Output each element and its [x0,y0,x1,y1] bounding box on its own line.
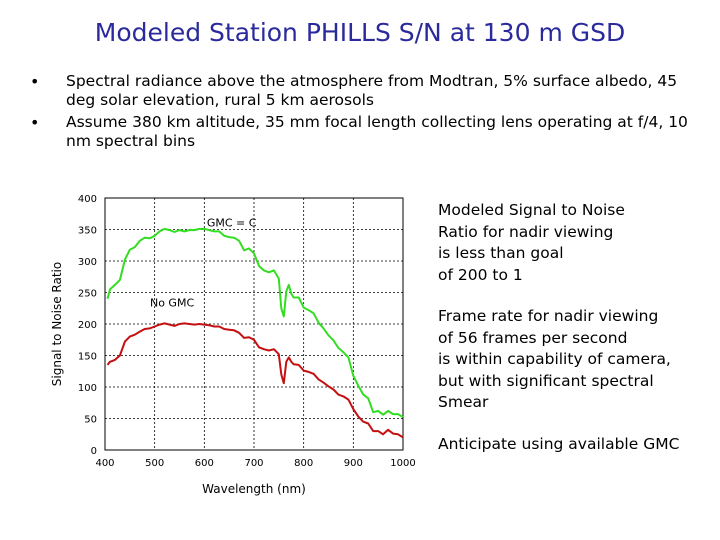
note-frame-rate: Frame rate for nadir viewing of 56 frame… [438,307,671,411]
x-tick-label: 600 [195,458,214,469]
y-tick-label: 300 [78,257,97,268]
bullet-item: • Spectral radiance above the atmosphere… [30,72,700,110]
chart-annotation: GMC = C [207,216,257,229]
series-line-gmc [106,227,404,419]
bullet-item: • Assume 380 km altitude, 35 mm focal le… [30,113,700,151]
x-tick-label: 900 [344,458,363,469]
note-gmc: Anticipate using available GMC [438,434,680,453]
chart-series [106,227,404,439]
y-tick-label: 50 [84,415,97,426]
chart-grid [104,197,404,451]
snr-chart: 0 50 100 150 200 250 300 350 400 400 500 600 700 800 9… [50,194,416,496]
x-tick-label: 800 [294,458,313,469]
bullet-list: • Spectral radiance above the atmosphere… [30,72,700,154]
bullet-marker: • [30,113,40,132]
y-axis-label: Signal to Noise Ratio [50,262,64,386]
notes-panel: Modeled Signal to Noise Ratio for nadir … [438,200,698,475]
chart-annotation: No GMC [150,296,194,309]
x-tick-label: 1000 [390,458,415,469]
y-tick-label: 400 [78,194,97,205]
slide-title: Modeled Station PHILLS S/N at 130 m GSD [94,18,626,47]
bullet-text-modtran: Spectral radiance above the atmosphere f… [66,72,678,109]
chart-annotations: GMC = C No GMC [150,216,257,309]
y-tick-label: 0 [91,446,97,457]
x-tick-label: 400 [95,458,114,469]
y-tick-label: 100 [78,383,97,394]
y-tick-label: 150 [78,352,97,363]
x-tick-label: 500 [145,458,164,469]
series-line-no-gmc [106,322,404,439]
note-snr-goal: Modeled Signal to Noise Ratio for nadir … [438,201,625,284]
y-tick-label: 350 [78,226,97,237]
bullet-marker: • [30,72,40,91]
y-tick-label: 200 [78,320,97,331]
chart-ticks: 0 50 100 150 200 250 300 350 400 400 500 600 700 800 9… [78,194,416,469]
x-tick-label: 700 [244,458,263,469]
plot-frame [104,197,404,451]
x-axis-label: Wavelength (nm) [202,482,306,496]
bullet-text-altitude: Assume 380 km altitude, 35 mm focal leng… [66,113,688,150]
y-tick-label: 250 [78,289,97,300]
